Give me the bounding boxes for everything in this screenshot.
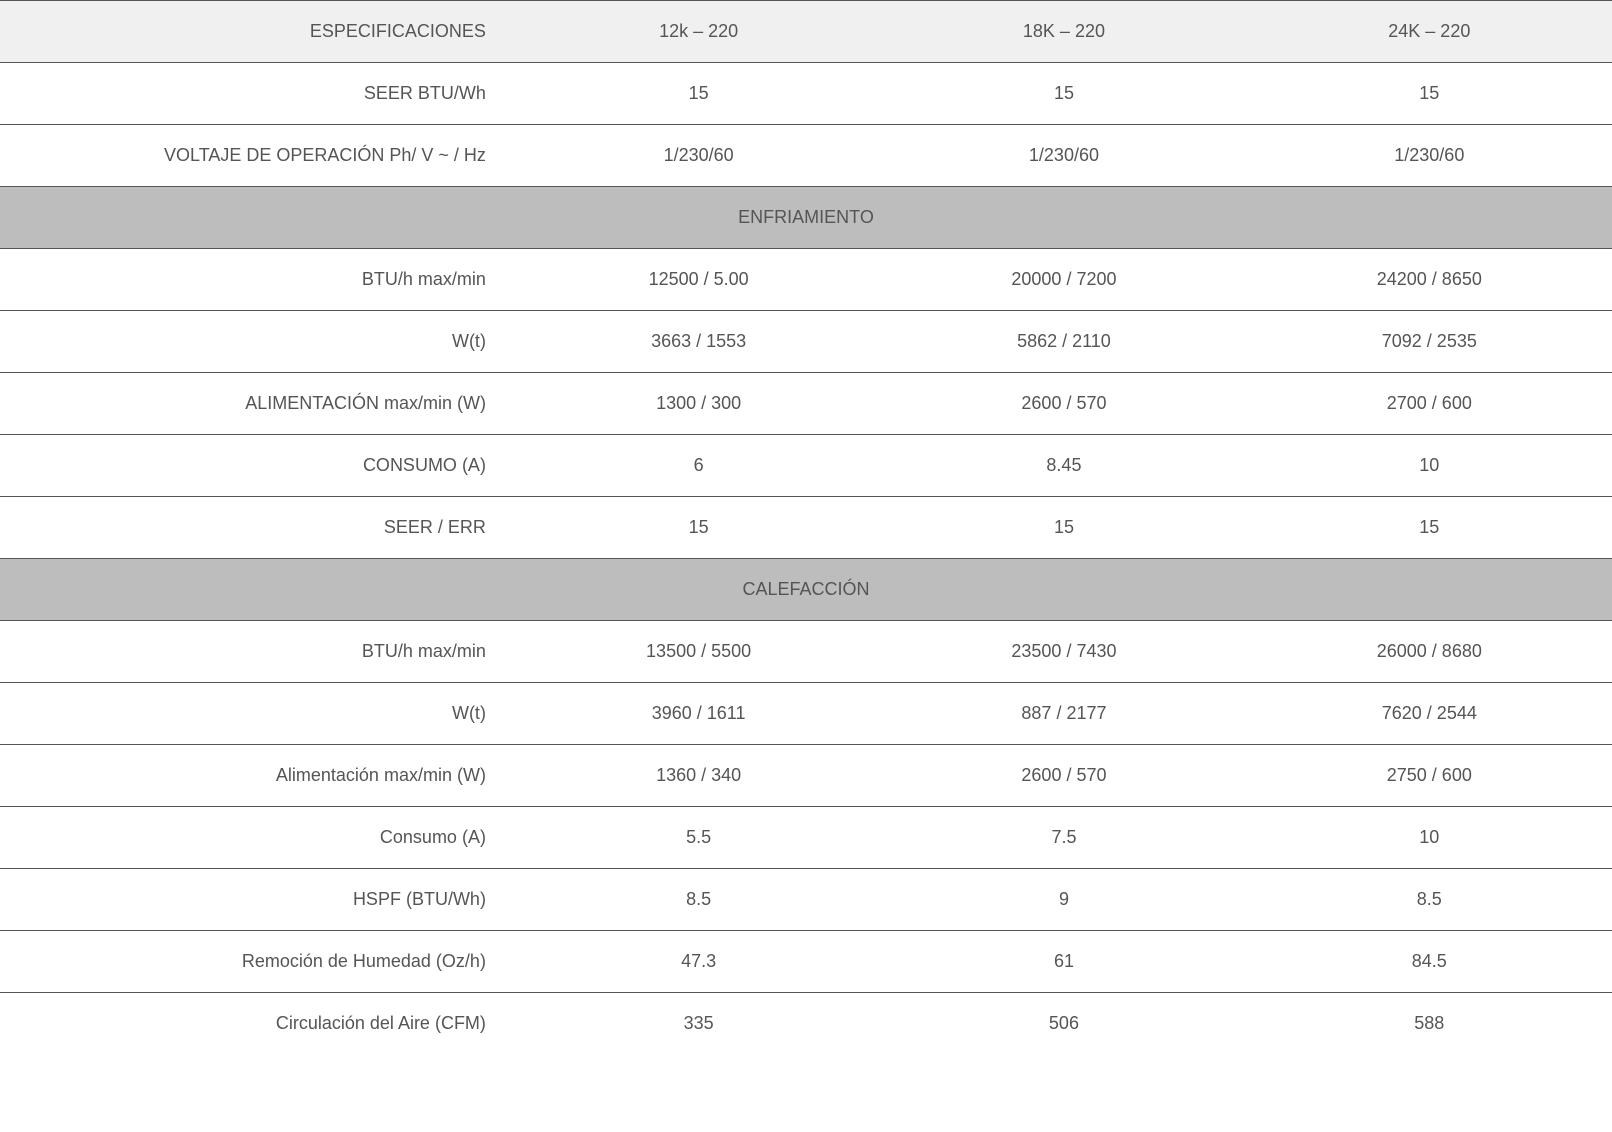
row-value: 15 xyxy=(516,497,881,559)
table-row: BTU/h max/min 13500 / 5500 23500 / 7430 … xyxy=(0,621,1612,683)
row-value: 5.5 xyxy=(516,807,881,869)
row-label: Consumo (A) xyxy=(0,807,516,869)
row-label: W(t) xyxy=(0,311,516,373)
row-label: Alimentación max/min (W) xyxy=(0,745,516,807)
row-value: 10 xyxy=(1247,435,1612,497)
row-value: 2600 / 570 xyxy=(881,745,1246,807)
row-label: W(t) xyxy=(0,683,516,745)
header-col3: 24K – 220 xyxy=(1247,1,1612,63)
row-label: Remoción de Humedad (Oz/h) xyxy=(0,931,516,993)
table-row: W(t) 3960 / 1611 887 / 2177 7620 / 2544 xyxy=(0,683,1612,745)
table-row: SEER BTU/Wh 15 15 15 xyxy=(0,63,1612,125)
row-value: 26000 / 8680 xyxy=(1247,621,1612,683)
table-row: HSPF (BTU/Wh) 8.5 9 8.5 xyxy=(0,869,1612,931)
table-row: Circulación del Aire (CFM) 335 506 588 xyxy=(0,993,1612,1055)
row-label: Circulación del Aire (CFM) xyxy=(0,993,516,1055)
row-value: 506 xyxy=(881,993,1246,1055)
row-label: BTU/h max/min xyxy=(0,621,516,683)
row-value: 7092 / 2535 xyxy=(1247,311,1612,373)
row-value: 20000 / 7200 xyxy=(881,249,1246,311)
row-label: CONSUMO (A) xyxy=(0,435,516,497)
row-value: 47.3 xyxy=(516,931,881,993)
row-label: ALIMENTACIÓN max/min (W) xyxy=(0,373,516,435)
row-label: BTU/h max/min xyxy=(0,249,516,311)
specifications-table: ESPECIFICACIONES 12k – 220 18K – 220 24K… xyxy=(0,0,1612,1054)
row-value: 13500 / 5500 xyxy=(516,621,881,683)
row-value: 15 xyxy=(881,63,1246,125)
table-row: Consumo (A) 5.5 7.5 10 xyxy=(0,807,1612,869)
row-value: 12500 / 5.00 xyxy=(516,249,881,311)
row-value: 2600 / 570 xyxy=(881,373,1246,435)
header-col2: 18K – 220 xyxy=(881,1,1246,63)
row-value: 588 xyxy=(1247,993,1612,1055)
row-value: 3663 / 1553 xyxy=(516,311,881,373)
row-value: 15 xyxy=(1247,497,1612,559)
table-header-row: ESPECIFICACIONES 12k – 220 18K – 220 24K… xyxy=(0,1,1612,63)
table-row: ALIMENTACIÓN max/min (W) 1300 / 300 2600… xyxy=(0,373,1612,435)
table-row: Alimentación max/min (W) 1360 / 340 2600… xyxy=(0,745,1612,807)
row-label: HSPF (BTU/Wh) xyxy=(0,869,516,931)
row-value: 3960 / 1611 xyxy=(516,683,881,745)
section-title: ENFRIAMIENTO xyxy=(0,187,1612,249)
table-row: SEER / ERR 15 15 15 xyxy=(0,497,1612,559)
table-row: BTU/h max/min 12500 / 5.00 20000 / 7200 … xyxy=(0,249,1612,311)
row-value: 15 xyxy=(516,63,881,125)
row-value: 15 xyxy=(881,497,1246,559)
row-label: SEER BTU/Wh xyxy=(0,63,516,125)
table-row: CONSUMO (A) 6 8.45 10 xyxy=(0,435,1612,497)
table-row: W(t) 3663 / 1553 5862 / 2110 7092 / 2535 xyxy=(0,311,1612,373)
section-title: CALEFACCIÓN xyxy=(0,559,1612,621)
row-value: 10 xyxy=(1247,807,1612,869)
row-value: 9 xyxy=(881,869,1246,931)
row-value: 1/230/60 xyxy=(516,125,881,187)
row-value: 1/230/60 xyxy=(881,125,1246,187)
row-value: 8.5 xyxy=(1247,869,1612,931)
table-row: VOLTAJE DE OPERACIÓN Ph/ V ~ / Hz 1/230/… xyxy=(0,125,1612,187)
section-header-calefaccion: CALEFACCIÓN xyxy=(0,559,1612,621)
table-row: Remoción de Humedad (Oz/h) 47.3 61 84.5 xyxy=(0,931,1612,993)
section-header-enfriamiento: ENFRIAMIENTO xyxy=(0,187,1612,249)
row-value: 61 xyxy=(881,931,1246,993)
row-label: SEER / ERR xyxy=(0,497,516,559)
row-value: 8.5 xyxy=(516,869,881,931)
row-value: 24200 / 8650 xyxy=(1247,249,1612,311)
row-value: 6 xyxy=(516,435,881,497)
row-value: 887 / 2177 xyxy=(881,683,1246,745)
row-value: 8.45 xyxy=(881,435,1246,497)
row-value: 1360 / 340 xyxy=(516,745,881,807)
row-value: 2750 / 600 xyxy=(1247,745,1612,807)
row-value: 1/230/60 xyxy=(1247,125,1612,187)
row-value: 15 xyxy=(1247,63,1612,125)
row-value: 5862 / 2110 xyxy=(881,311,1246,373)
header-label: ESPECIFICACIONES xyxy=(0,1,516,63)
row-value: 335 xyxy=(516,993,881,1055)
row-label: VOLTAJE DE OPERACIÓN Ph/ V ~ / Hz xyxy=(0,125,516,187)
header-col1: 12k – 220 xyxy=(516,1,881,63)
row-value: 7.5 xyxy=(881,807,1246,869)
row-value: 7620 / 2544 xyxy=(1247,683,1612,745)
row-value: 84.5 xyxy=(1247,931,1612,993)
row-value: 1300 / 300 xyxy=(516,373,881,435)
row-value: 2700 / 600 xyxy=(1247,373,1612,435)
row-value: 23500 / 7430 xyxy=(881,621,1246,683)
